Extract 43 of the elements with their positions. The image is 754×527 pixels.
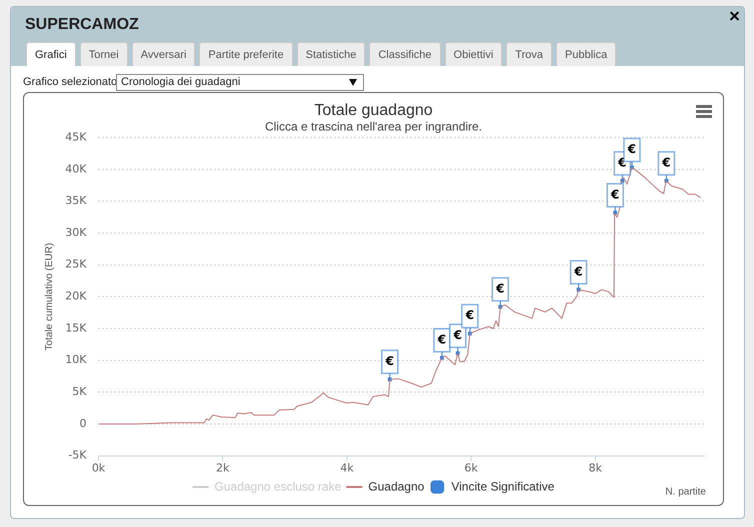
text: Statistiche [296,42,366,66]
y-axis-title: Totale cumulativo (EUR) [44,242,55,351]
data-label: € [573,264,583,278]
text: Grafici [26,42,76,66]
y-tick-label: 30K [65,226,88,239]
legend-label: Guadagno [368,479,425,494]
data-label: € [661,156,671,170]
x-tick-label: 2k [216,461,230,474]
text: Avversari [132,42,196,66]
data-label: € [626,142,636,156]
y-tick-label: 10K [65,353,88,366]
y-tick-label: 5K [72,385,88,398]
y-tick-label: -5K [68,448,88,462]
x-tick-label: 0k [92,461,106,474]
text: Cronologia dei guadagni [121,76,240,88]
text: Obiettivi [444,42,502,66]
x-tick-label: 8k [588,461,603,474]
data-label: € [452,328,462,342]
chart-subtitle: Clicca e trascina nell'area per ingrandire. [264,120,482,134]
data-label: € [610,187,620,202]
y-tick-label: 25K [65,258,88,271]
y-tick-label: 15K [65,321,88,334]
y-tick-label: 40K [65,162,88,176]
x-tick-label: 6k [464,461,478,474]
data-label: € [495,282,504,296]
text: Classifiche [369,42,441,66]
x-axis-title: N. partite [665,486,706,498]
data-label: € [464,308,474,322]
y-tick-label: 35K [65,194,88,208]
y-tick-label: 0 [80,416,86,430]
text: Trova [506,42,552,66]
data-label: € [436,332,446,346]
text: Grafico selezionato [23,76,118,88]
text: Partite preferite [199,42,293,66]
chart-title: Totale guadagno [314,102,433,120]
text: Tornei [80,42,128,66]
y-tick-label: 45K [65,130,88,144]
text: SUPERCAMOZ [25,16,139,34]
data-label: € [384,354,394,368]
legend-label: Vincite Significative [451,479,555,494]
text: Pubblica [556,42,616,66]
x-tick-label: 4k [340,461,354,474]
y-tick-label: 20K [65,290,88,303]
